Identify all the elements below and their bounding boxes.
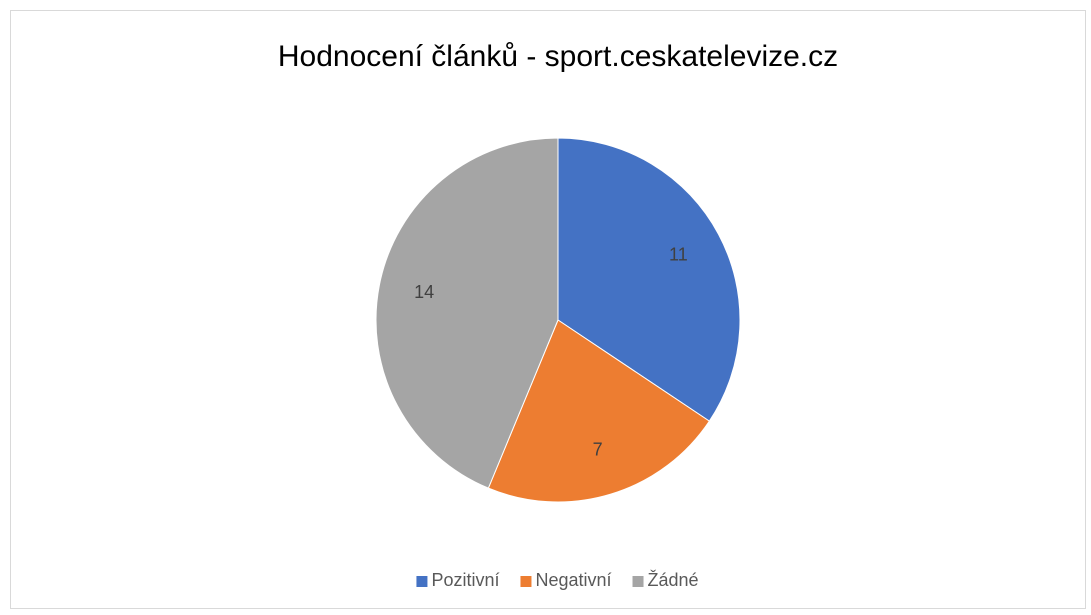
chart-title: Hodnocení článků - sport.ceskatelevize.c… bbox=[278, 40, 838, 73]
legend-label: Negativní bbox=[535, 570, 611, 590]
pie-slice bbox=[375, 137, 559, 489]
legend-label: Pozitivní bbox=[431, 570, 499, 590]
legend-label: Žádné bbox=[648, 570, 699, 590]
data-label: 11 bbox=[669, 244, 688, 264]
legend-swatch bbox=[416, 576, 428, 587]
legend-swatch bbox=[632, 576, 644, 587]
legend-swatch bbox=[520, 576, 532, 587]
data-label: 7 bbox=[593, 439, 603, 459]
data-label: 14 bbox=[414, 282, 434, 302]
pie-slice bbox=[487, 319, 711, 503]
